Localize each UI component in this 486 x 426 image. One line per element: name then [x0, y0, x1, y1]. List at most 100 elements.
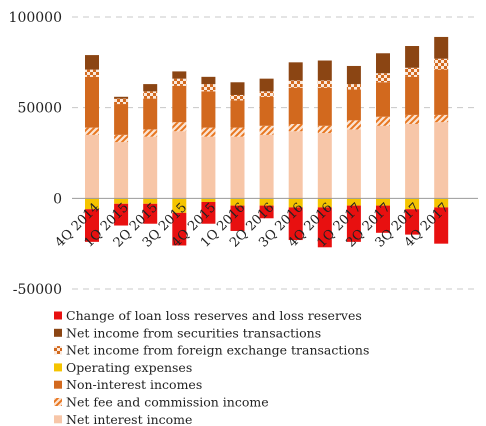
bar-net-income-from-securities-transactions: [143, 84, 158, 92]
bar-operating-expenses: [85, 198, 99, 210]
bar-change-of-loan-loss-reserves-and-loss-reserves: [259, 205, 274, 219]
bar-non-interest-incomes: [172, 85, 187, 123]
legend-swatch-net-interest-income: [54, 415, 62, 424]
bar-operating-expenses: [288, 198, 303, 208]
legend-label: Operating expenses: [66, 360, 192, 375]
grid-lines: [72, 16, 478, 290]
bar-change-of-loan-loss-reserves-and-loss-reserves: [376, 205, 390, 233]
bar-change-of-loan-loss-reserves-and-loss-reserves: [346, 205, 361, 242]
bar-non-interest-incomes: [405, 76, 420, 115]
bar-net-interest-income: [317, 133, 332, 199]
legend-label: Change of loan loss reserves and loss re…: [66, 308, 362, 323]
bar-net-interest-income: [346, 129, 361, 199]
bar-net-income-from-securities-transactions: [230, 82, 245, 95]
bar-net-income-from-foreign-exchange-transactions: [376, 73, 390, 83]
bar-net-fee-and-commission-income: [376, 116, 390, 126]
bar-net-fee-and-commission-income: [346, 120, 361, 130]
legend-label: Net interest income: [66, 412, 192, 426]
bar-non-interest-incomes: [143, 98, 158, 130]
bar-non-interest-incomes: [230, 100, 245, 128]
bar-net-fee-and-commission-income: [288, 123, 303, 132]
bar-net-income-from-securities-transactions: [317, 60, 332, 81]
legend-swatch-net-fee-and-commission-income: [54, 398, 62, 406]
bar-net-income-from-securities-transactions: [114, 96, 129, 99]
bar-non-interest-incomes: [434, 69, 449, 115]
bar-net-interest-income: [172, 131, 187, 199]
bar-net-interest-income: [405, 123, 420, 199]
bar-net-income-from-foreign-exchange-transactions: [172, 78, 187, 86]
bar-change-of-loan-loss-reserves-and-loss-reserves: [201, 201, 216, 224]
bar-operating-expenses: [143, 198, 158, 204]
bar-non-interest-incomes: [114, 104, 129, 135]
legend: Change of loan loss reserves and loss re…: [54, 308, 369, 426]
bar-net-income-from-securities-transactions: [259, 78, 274, 92]
bar-net-fee-and-commission-income: [201, 127, 216, 137]
y-tick-label: 100000: [9, 10, 62, 26]
bar-non-interest-incomes: [376, 82, 390, 117]
bar-non-interest-incomes: [288, 87, 303, 124]
bar-net-interest-income: [114, 142, 129, 199]
bar-net-income-from-securities-transactions: [201, 76, 216, 85]
bar-change-of-loan-loss-reserves-and-loss-reserves: [85, 209, 99, 242]
bar-change-of-loan-loss-reserves-and-loss-reserves: [434, 207, 449, 244]
legend-label: Net income from securities transactions: [66, 325, 321, 340]
bar-net-fee-and-commission-income: [230, 127, 245, 137]
bar-net-interest-income: [259, 134, 274, 199]
bar-net-income-from-foreign-exchange-transactions: [346, 84, 361, 90]
bar-net-interest-income: [201, 136, 216, 199]
bar-non-interest-incomes: [201, 91, 216, 128]
bar-net-fee-and-commission-income: [317, 125, 332, 134]
legend-swatch-net-income-from-foreign-exchange-transactions: [54, 346, 62, 355]
bar-net-interest-income: [85, 134, 99, 199]
y-axis-tick-labels: -50000 0 50000 100000: [9, 10, 62, 298]
bars: [85, 36, 449, 248]
legend-label: Non-interest incomes: [66, 377, 202, 392]
bar-net-income-from-foreign-exchange-transactions: [288, 80, 303, 88]
legend-swatch-non-interest-incomes: [54, 380, 62, 389]
bar-operating-expenses: [376, 198, 390, 206]
bar-operating-expenses: [434, 198, 449, 208]
bar-net-income-from-securities-transactions: [405, 46, 420, 68]
bar-change-of-loan-loss-reserves-and-loss-reserves: [114, 203, 129, 226]
bar-net-income-from-foreign-exchange-transactions: [230, 94, 245, 101]
bar-operating-expenses: [259, 198, 274, 206]
bar-net-fee-and-commission-income: [85, 127, 99, 135]
y-tick-label: -50000: [13, 282, 62, 298]
legend-swatch-net-income-from-securities-transactions: [54, 328, 62, 337]
bar-change-of-loan-loss-reserves-and-loss-reserves: [230, 205, 245, 231]
bar-net-income-from-securities-transactions: [346, 65, 361, 85]
y-tick-label: 50000: [17, 101, 62, 117]
bar-net-income-from-foreign-exchange-transactions: [114, 98, 129, 105]
bar-net-fee-and-commission-income: [259, 125, 274, 135]
bar-change-of-loan-loss-reserves-and-loss-reserves: [317, 207, 332, 248]
bar-net-income-from-securities-transactions: [376, 53, 390, 74]
bar-net-interest-income: [376, 125, 390, 199]
bar-net-fee-and-commission-income: [405, 114, 420, 124]
legend-label: Net fee and commission income: [66, 395, 269, 410]
bar-operating-expenses: [230, 198, 245, 206]
bar-net-fee-and-commission-income: [143, 129, 158, 137]
bar-change-of-loan-loss-reserves-and-loss-reserves: [288, 207, 303, 241]
bar-net-income-from-securities-transactions: [85, 55, 99, 70]
bar-non-interest-incomes: [85, 76, 99, 128]
bar-net-income-from-foreign-exchange-transactions: [434, 58, 449, 70]
bar-net-fee-and-commission-income: [114, 134, 129, 143]
bar-net-fee-and-commission-income: [434, 114, 449, 123]
bar-net-income-from-foreign-exchange-transactions: [85, 69, 99, 77]
bar-change-of-loan-loss-reserves-and-loss-reserves: [172, 212, 187, 246]
bar-net-income-from-foreign-exchange-transactions: [143, 91, 158, 99]
bar-net-income-from-foreign-exchange-transactions: [259, 91, 274, 97]
bar-non-interest-incomes: [259, 96, 274, 126]
legend-swatch-change-of-loan-loss-reserves-and-loss-reserves: [54, 311, 62, 320]
bar-operating-expenses: [201, 198, 216, 202]
bar-change-of-loan-loss-reserves-and-loss-reserves: [405, 209, 420, 235]
bar-net-income-from-foreign-exchange-transactions: [201, 84, 216, 92]
bar-operating-expenses: [114, 198, 129, 204]
bar-net-income-from-securities-transactions: [434, 36, 449, 59]
bar-net-interest-income: [434, 122, 449, 199]
bar-net-interest-income: [288, 131, 303, 199]
bar-net-income-from-securities-transactions: [288, 62, 303, 81]
bar-net-income-from-foreign-exchange-transactions: [405, 67, 420, 77]
